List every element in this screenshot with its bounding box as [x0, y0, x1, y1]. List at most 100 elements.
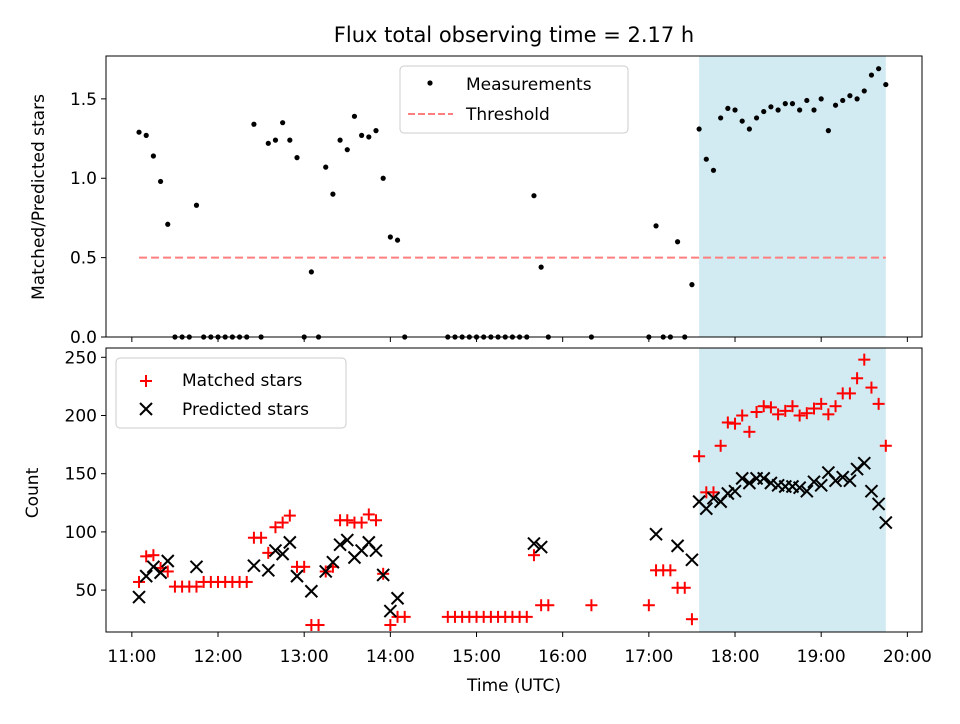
measurement-point: [150, 153, 156, 159]
x-stroke-b: [814, 478, 828, 493]
matched-star-point: [527, 549, 540, 562]
matched-star-point: [714, 439, 727, 452]
y-tick-label: 250: [65, 348, 97, 368]
predicted-star-point: [189, 560, 204, 574]
measurement-point: [797, 107, 803, 113]
x-stroke-b: [290, 569, 304, 583]
predicted-star-point: [319, 564, 333, 579]
measurement-point: [804, 97, 810, 104]
x-tick-label: 19:00: [797, 647, 846, 667]
top-y-ticks: 0.0 0.5 1.0 1.5: [70, 90, 106, 348]
matched-star-point: [678, 581, 691, 594]
x-stroke-b: [836, 470, 850, 484]
x-stroke-b: [785, 479, 800, 494]
measurement-point: [157, 178, 164, 185]
matched-star-point: [851, 372, 864, 385]
x-stroke-b: [857, 456, 871, 470]
measurement-point: [330, 191, 336, 197]
measurement-point: [811, 107, 817, 113]
legend-measurement-marker: [427, 80, 433, 86]
matched-star-point: [240, 575, 253, 588]
predicted-star-point: [836, 470, 850, 484]
measurement-point: [653, 223, 659, 229]
matched-star-point: [736, 409, 749, 422]
matched-star-point: [800, 407, 813, 420]
x-stroke-b: [268, 543, 283, 558]
matched-star-point: [161, 565, 174, 578]
legend-threshold-label: Threshold: [465, 105, 550, 125]
x-stroke-b: [800, 484, 814, 498]
x-tick-label: 18:00: [711, 647, 760, 667]
predicted-star-point: [132, 590, 146, 604]
observing-window-shading-bottom: [699, 348, 886, 632]
matched-star-point: [312, 619, 325, 632]
matched-star-point: [542, 599, 555, 612]
measurement-point: [789, 101, 796, 107]
matched-star-point: [750, 406, 763, 419]
measurement-point: [308, 269, 314, 275]
matched-star-point: [398, 610, 411, 623]
x-stroke-b: [534, 540, 548, 554]
legend-predicted-marker: [139, 402, 153, 416]
measurement-point: [775, 107, 781, 113]
predicted-star-point: [527, 536, 541, 551]
x-stroke-b: [721, 486, 735, 501]
x-stroke-b: [275, 547, 290, 561]
predicted-star-point: [757, 471, 771, 486]
x-axis-label: Time (UTC): [466, 676, 561, 696]
x-tick-label: 13:00: [280, 647, 329, 667]
matched-star-point: [341, 514, 354, 527]
y-tick-label: 0.5: [70, 249, 97, 269]
x-stroke-b: [742, 476, 757, 490]
matched-star-point: [743, 425, 756, 438]
predicted-star-point: [153, 565, 168, 580]
matched-star-point: [729, 417, 742, 430]
measurement-point: [753, 115, 760, 121]
x-stroke-b: [828, 473, 843, 488]
matched-star-point: [362, 508, 375, 521]
top-y-axis-label: Matched/Predicted stars: [29, 94, 49, 300]
predicted-star-point: [161, 554, 175, 568]
top-legend: Measurements Threshold: [399, 65, 629, 134]
x-stroke-b: [247, 558, 261, 573]
matched-star-point: [642, 599, 655, 612]
measurement-point: [294, 155, 300, 161]
matched-star-point: [369, 514, 382, 527]
predicted-star-point: [807, 475, 821, 489]
x-stroke-b: [390, 591, 405, 605]
measurement-point: [272, 137, 279, 143]
bottom-axes-frame: [105, 347, 923, 633]
legend-measurements-label: Measurements: [466, 75, 592, 95]
x-stroke-b: [871, 497, 886, 511]
matched-star-point: [190, 580, 203, 593]
top-axes-frame: [105, 55, 923, 338]
bottom-legend: Matched stars Predicted stars: [115, 357, 347, 429]
x-stroke-b: [132, 590, 146, 604]
matched-star-point: [772, 408, 785, 421]
x-tick-label: 20:00: [883, 647, 932, 667]
x-stroke-b: [670, 539, 685, 553]
matched-star-point: [858, 353, 871, 366]
matched-star-point: [355, 516, 368, 529]
predicted-star-point: [800, 484, 814, 498]
measurement-point: [136, 129, 142, 135]
predicted-star-point: [699, 501, 714, 516]
measurement-point: [840, 97, 846, 104]
measurement-point: [746, 126, 752, 132]
predicted-star-point: [304, 584, 319, 598]
count-panel: 50 100 150 200 250 11:00 12:00 13:00 14:00 15:00…: [23, 347, 932, 696]
x-tick-label: 11:00: [107, 647, 156, 667]
measurement-point: [280, 120, 286, 126]
predicted-star-point: [383, 604, 398, 618]
matched-star-point: [664, 564, 677, 577]
x-tick-label: 14:00: [366, 647, 415, 667]
x-stroke-b: [843, 473, 857, 488]
x-stroke-b: [821, 465, 836, 480]
x-tick-label: 15:00: [452, 647, 501, 667]
matched-star-point: [815, 397, 828, 410]
x-stroke-b: [161, 554, 175, 568]
predicted-stars-points: [132, 456, 893, 618]
measurement-point: [825, 128, 831, 134]
predicted-star-point: [369, 543, 383, 558]
x-stroke-b: [807, 475, 821, 489]
